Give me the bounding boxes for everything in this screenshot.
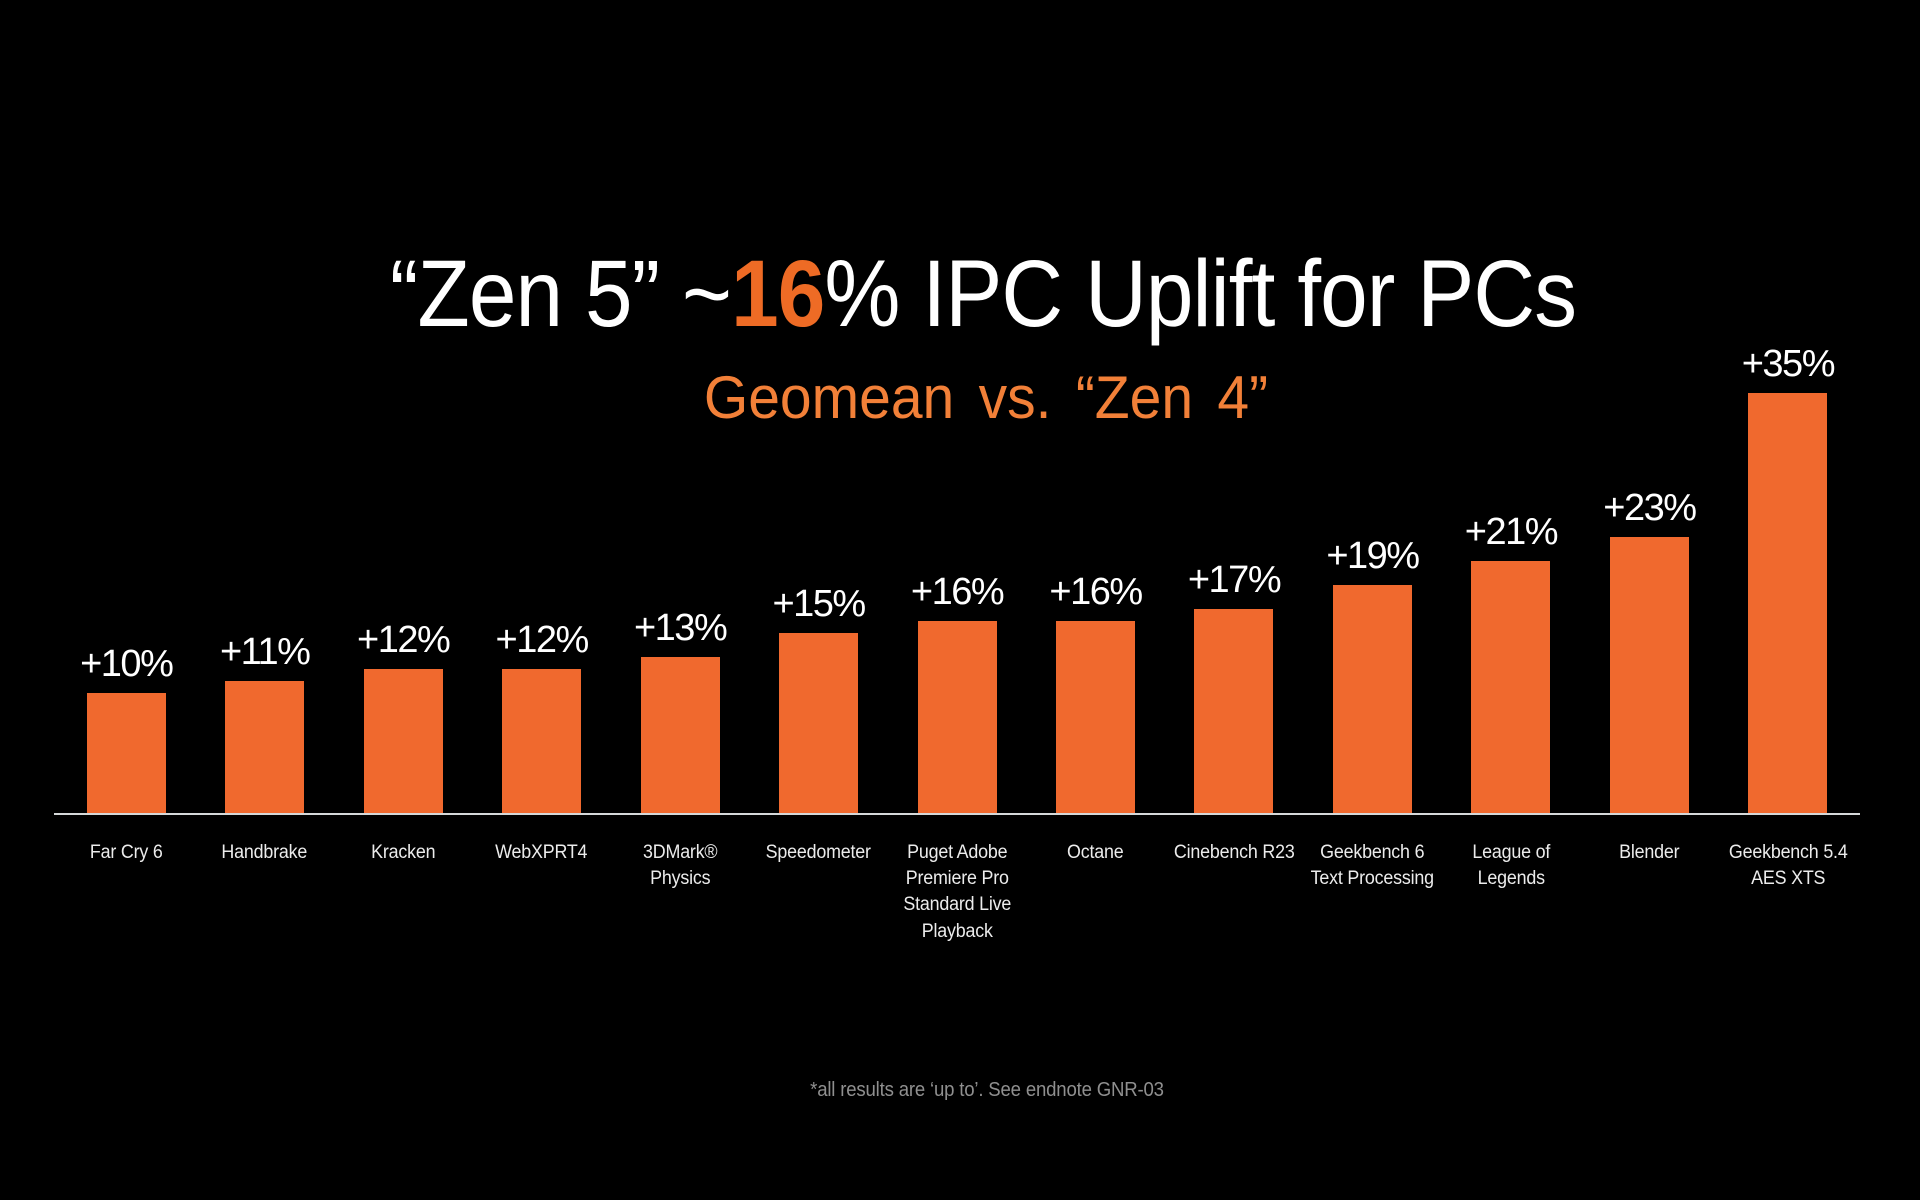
chart-column: +11%: [195, 340, 333, 813]
bar-value-label: +13%: [633, 607, 728, 649]
category-label: WebXPRT4: [495, 842, 588, 863]
bar-value-label: +21%: [1464, 511, 1559, 553]
category-label: Puget Adobe Premiere Pro Standard Live Play…: [903, 842, 1011, 942]
chart-column: +10%: [57, 340, 195, 813]
chart-column: +16%: [888, 340, 1026, 813]
category-label: Octane: [1067, 842, 1124, 863]
bar-value-label: +12%: [357, 619, 451, 661]
category-label-row: Far Cry 6 Handbrake Kracken WebXPRT4 3DMark®…: [57, 840, 1857, 945]
bar: [363, 669, 443, 813]
bar: [86, 693, 166, 813]
category-label: Handbrake: [221, 842, 308, 863]
category-label: Geekbench 5.4 AES XTS: [1728, 842, 1848, 890]
bar: [1609, 537, 1689, 813]
category-label: 3DMark® Physics: [642, 842, 718, 890]
bar: [225, 681, 305, 813]
footnote: *all results are ‘up to’. See endnote GN…: [810, 1079, 1164, 1101]
bar-value-label: +11%: [219, 631, 311, 673]
chart-column: +21%: [1442, 340, 1580, 813]
bar-value-label: +35%: [1741, 343, 1836, 385]
chart-column: +19%: [1303, 340, 1441, 813]
category-label: League of Legends: [1472, 842, 1550, 890]
chart-column: +35%: [1719, 340, 1857, 813]
bar: [779, 633, 859, 813]
chart-column: +15%: [749, 340, 887, 813]
bar-value-label: +19%: [1326, 535, 1420, 577]
chart-column: +13%: [611, 340, 749, 813]
bar-value-label: +15%: [772, 583, 866, 625]
bar-value-label: +16%: [910, 571, 1005, 613]
category-label: Speedometer: [765, 842, 872, 863]
category-label: Geekbench 6 Text Processing: [1310, 842, 1435, 890]
chart-column: +12%: [334, 340, 472, 813]
bar: [1332, 585, 1412, 813]
bar: [1471, 561, 1551, 813]
title-prefix: “Zen 5” ~: [389, 241, 732, 347]
bar-value-label: +10%: [80, 643, 174, 685]
category-label: Cinebench R23: [1173, 842, 1295, 863]
chart-column: +16%: [1026, 340, 1164, 813]
title-suffix: % IPC Uplift for PCs: [824, 241, 1577, 347]
category-label: Blender: [1619, 842, 1680, 863]
bar: [917, 621, 997, 813]
slide-title: “Zen 5” ~16% IPC Uplift for PCs: [390, 247, 1577, 342]
bar-value-label: +23%: [1603, 487, 1697, 529]
bar: [640, 657, 720, 813]
bar-value-label: +16%: [1049, 571, 1143, 613]
chart-column: +23%: [1580, 340, 1718, 813]
bar: [1056, 621, 1136, 813]
bar: [502, 669, 582, 813]
bar-chart: +10% +11% +12% +12% +13% +15% +16% +16% +17% +19%…: [57, 340, 1857, 813]
title-highlight: 16: [731, 241, 825, 347]
chart-column: +17%: [1165, 340, 1303, 813]
bar: [1194, 609, 1274, 813]
category-label: Far Cry 6: [89, 842, 163, 863]
slide-subtitle: Geomean vs. “Zen 4”: [703, 364, 1269, 431]
bar-value-label: +17%: [1187, 559, 1282, 601]
x-axis-line: [54, 813, 1860, 815]
chart-column: +12%: [472, 340, 610, 813]
bar: [1748, 393, 1828, 813]
bar-value-label: +12%: [495, 619, 590, 661]
category-label: Kracken: [371, 842, 436, 863]
